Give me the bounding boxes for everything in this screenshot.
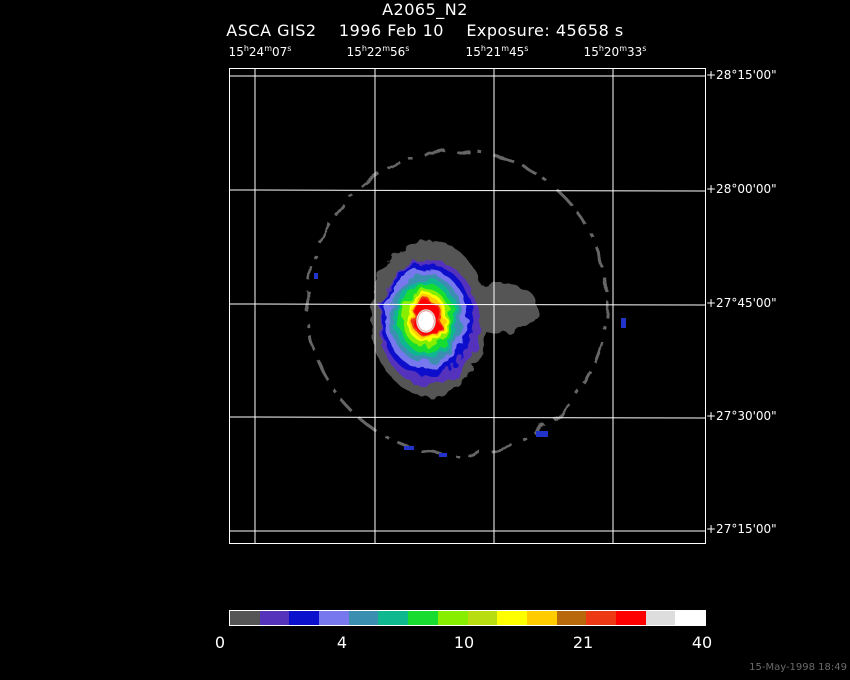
colorbar-segment bbox=[615, 611, 646, 625]
ra-tick-label: 15h20m33s bbox=[583, 44, 647, 59]
dec-tick-label: +27°30'00" bbox=[706, 409, 777, 423]
color-scale-bar bbox=[229, 610, 706, 626]
colorbar-segment bbox=[259, 611, 290, 625]
colorbar-segment bbox=[675, 611, 705, 625]
ra-tick-label: 15h22m56s bbox=[346, 44, 410, 59]
colorbar-segment bbox=[378, 611, 409, 625]
observation-info: ASCA GIS2 1996 Feb 10 Exposure: 45658 s bbox=[226, 21, 624, 40]
dec-tick-label: +27°15'00" bbox=[706, 522, 777, 536]
object-title: A2065_N2 bbox=[382, 0, 468, 19]
colorbar-tick-label: 40 bbox=[691, 633, 713, 652]
dec-tick-label: +28°00'00" bbox=[706, 182, 777, 196]
detector-ring bbox=[305, 149, 609, 457]
colorbar-segment bbox=[556, 611, 587, 625]
footer-timestamp: 15-May-1998 18:49 bbox=[749, 662, 847, 673]
detector-ring-blue-patches bbox=[314, 273, 626, 457]
colorbar-segment bbox=[230, 611, 260, 625]
colorbar-tick-label: 0 bbox=[214, 633, 226, 652]
colorbar-segment bbox=[526, 611, 557, 625]
colorbar-tick-label: 21 bbox=[572, 633, 594, 652]
colorbar-segment bbox=[408, 611, 438, 625]
dec-tick-label: +27°45'00" bbox=[706, 296, 777, 310]
dec-tick-label: +28°15'00" bbox=[706, 68, 777, 82]
colorbar-tick-label: 10 bbox=[453, 633, 475, 652]
colorbar-segment bbox=[497, 611, 527, 625]
coordinate-grid bbox=[229, 68, 706, 544]
colorbar-segment bbox=[586, 611, 616, 625]
colorbar-segment bbox=[319, 611, 349, 625]
xray-image bbox=[229, 68, 706, 544]
colorbar-segment bbox=[467, 611, 498, 625]
ra-tick-label: 15h24m07s bbox=[228, 44, 292, 59]
colorbar-segment bbox=[645, 611, 676, 625]
colorbar-segment bbox=[348, 611, 379, 625]
colorbar-segment bbox=[437, 611, 468, 625]
colorbar-segment bbox=[289, 611, 320, 625]
cluster-emission bbox=[371, 240, 539, 396]
cluster-core bbox=[418, 311, 434, 331]
colorbar-tick-label: 4 bbox=[336, 633, 348, 652]
ra-tick-label: 15h21m45s bbox=[465, 44, 529, 59]
